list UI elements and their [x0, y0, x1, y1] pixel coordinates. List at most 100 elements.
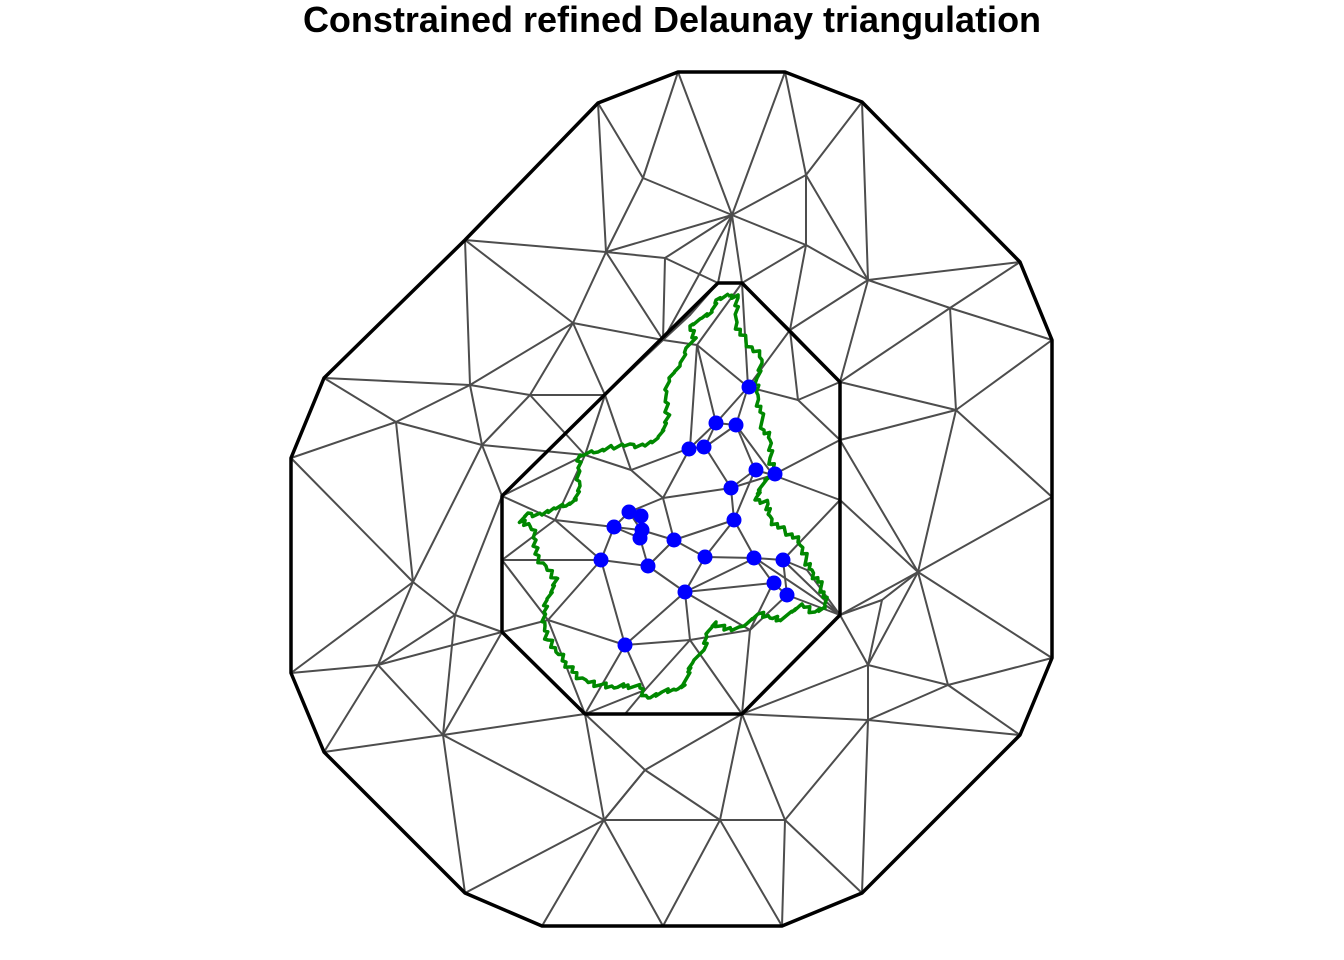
- mesh-edge: [805, 174, 869, 281]
- mesh-edge: [677, 71, 733, 216]
- mesh-edge: [789, 279, 869, 331]
- mesh-edge: [377, 614, 456, 666]
- mesh-edge: [772, 439, 841, 476]
- mesh-edge: [741, 664, 869, 715]
- mesh-edge: [469, 322, 574, 386]
- mesh-edge: [442, 631, 503, 736]
- mesh-edge: [704, 446, 732, 489]
- mesh-edge: [955, 409, 1053, 498]
- mesh-edge: [605, 251, 666, 259]
- mesh-edge: [290, 664, 379, 674]
- mesh-edge: [469, 384, 531, 396]
- mesh-edge: [839, 279, 869, 383]
- mesh-edge: [673, 519, 735, 541]
- mesh-edge: [839, 307, 951, 383]
- mesh-edge: [642, 177, 733, 216]
- mesh-edge: [469, 384, 483, 446]
- mesh-edge: [624, 639, 691, 646]
- mesh-edge: [717, 214, 733, 284]
- mesh-edge: [867, 599, 883, 666]
- mesh-edge: [395, 384, 471, 423]
- mesh-edge: [784, 719, 869, 821]
- mesh-edge: [464, 819, 605, 894]
- observation-point: [726, 512, 742, 528]
- observation-point: [681, 441, 697, 457]
- mesh-edge: [584, 644, 626, 715]
- mesh-edge: [395, 421, 483, 446]
- mesh-edge: [630, 469, 664, 499]
- observation-point: [621, 504, 637, 520]
- mesh-edge: [481, 444, 586, 456]
- mesh-edge: [733, 469, 756, 521]
- mesh-edge: [529, 394, 586, 456]
- mesh-edge: [839, 409, 957, 441]
- mesh-edge: [603, 819, 664, 927]
- mesh-edge: [947, 684, 1021, 736]
- observation-point: [632, 530, 648, 546]
- mesh-edge: [442, 614, 456, 736]
- mesh-edge: [664, 214, 733, 259]
- mesh-edge: [604, 394, 632, 471]
- observation-point: [746, 550, 762, 566]
- mesh-edge: [605, 177, 644, 253]
- mesh-edge: [624, 644, 646, 691]
- outer-boundary: [289, 70, 1054, 928]
- mesh-edge: [584, 394, 606, 456]
- mesh-edge: [662, 819, 721, 927]
- mesh-edge: [689, 629, 751, 641]
- mesh-edge: [741, 713, 869, 721]
- mesh-edge: [377, 581, 414, 666]
- observation-point: [633, 508, 649, 524]
- mesh-edge: [867, 719, 1021, 736]
- mesh-edge: [784, 71, 807, 176]
- observation-points: [593, 379, 795, 653]
- mesh-edge: [741, 713, 786, 821]
- observation-point: [708, 415, 724, 431]
- mesh-edge: [867, 261, 1021, 281]
- mesh-edge: [481, 394, 531, 446]
- plot-title: Constrained refined Delaunay triangulati…: [302, 0, 1042, 40]
- mesh-edge: [600, 559, 626, 646]
- mesh-edge: [949, 261, 1021, 309]
- mesh-edge: [949, 307, 957, 411]
- mesh-edge: [664, 257, 719, 284]
- mesh-edge: [290, 421, 397, 459]
- mesh-edge: [323, 664, 379, 753]
- mesh-edge: [772, 474, 841, 501]
- mesh-edge: [839, 499, 919, 573]
- observation-point: [606, 519, 622, 535]
- mesh-edge: [715, 386, 749, 424]
- mesh-edge: [572, 322, 606, 396]
- observation-point: [697, 549, 713, 565]
- observation-point: [775, 552, 791, 568]
- mesh-edge: [395, 421, 414, 583]
- mesh-edge: [861, 719, 869, 894]
- mesh-edge: [786, 594, 841, 616]
- mesh-edge: [584, 713, 646, 771]
- mesh-edge: [584, 713, 605, 821]
- mesh-edge: [749, 594, 788, 631]
- mesh-edge: [684, 591, 691, 641]
- mesh-edge: [947, 657, 1053, 686]
- mesh-edge: [719, 713, 743, 821]
- inner-boundary: [500, 281, 842, 716]
- mesh-edge: [867, 684, 949, 721]
- mesh-edge: [719, 819, 783, 927]
- mesh-edge: [749, 582, 774, 631]
- mesh-edge: [442, 734, 605, 821]
- mesh-edge: [323, 377, 471, 386]
- mesh-edge: [741, 629, 751, 715]
- mesh-edge: [731, 214, 807, 246]
- mesh-edge: [554, 519, 602, 561]
- mesh-edge: [605, 214, 733, 253]
- observation-point: [741, 379, 757, 395]
- mesh-edge: [917, 496, 1053, 573]
- observation-point: [779, 587, 795, 603]
- mesh-edge: [797, 381, 841, 401]
- mesh-edge: [572, 251, 607, 324]
- mesh-edge: [789, 244, 807, 331]
- mesh-edge: [867, 571, 919, 666]
- observation-point: [593, 552, 609, 568]
- mesh-edge: [731, 71, 786, 216]
- mesh-edge: [597, 102, 644, 179]
